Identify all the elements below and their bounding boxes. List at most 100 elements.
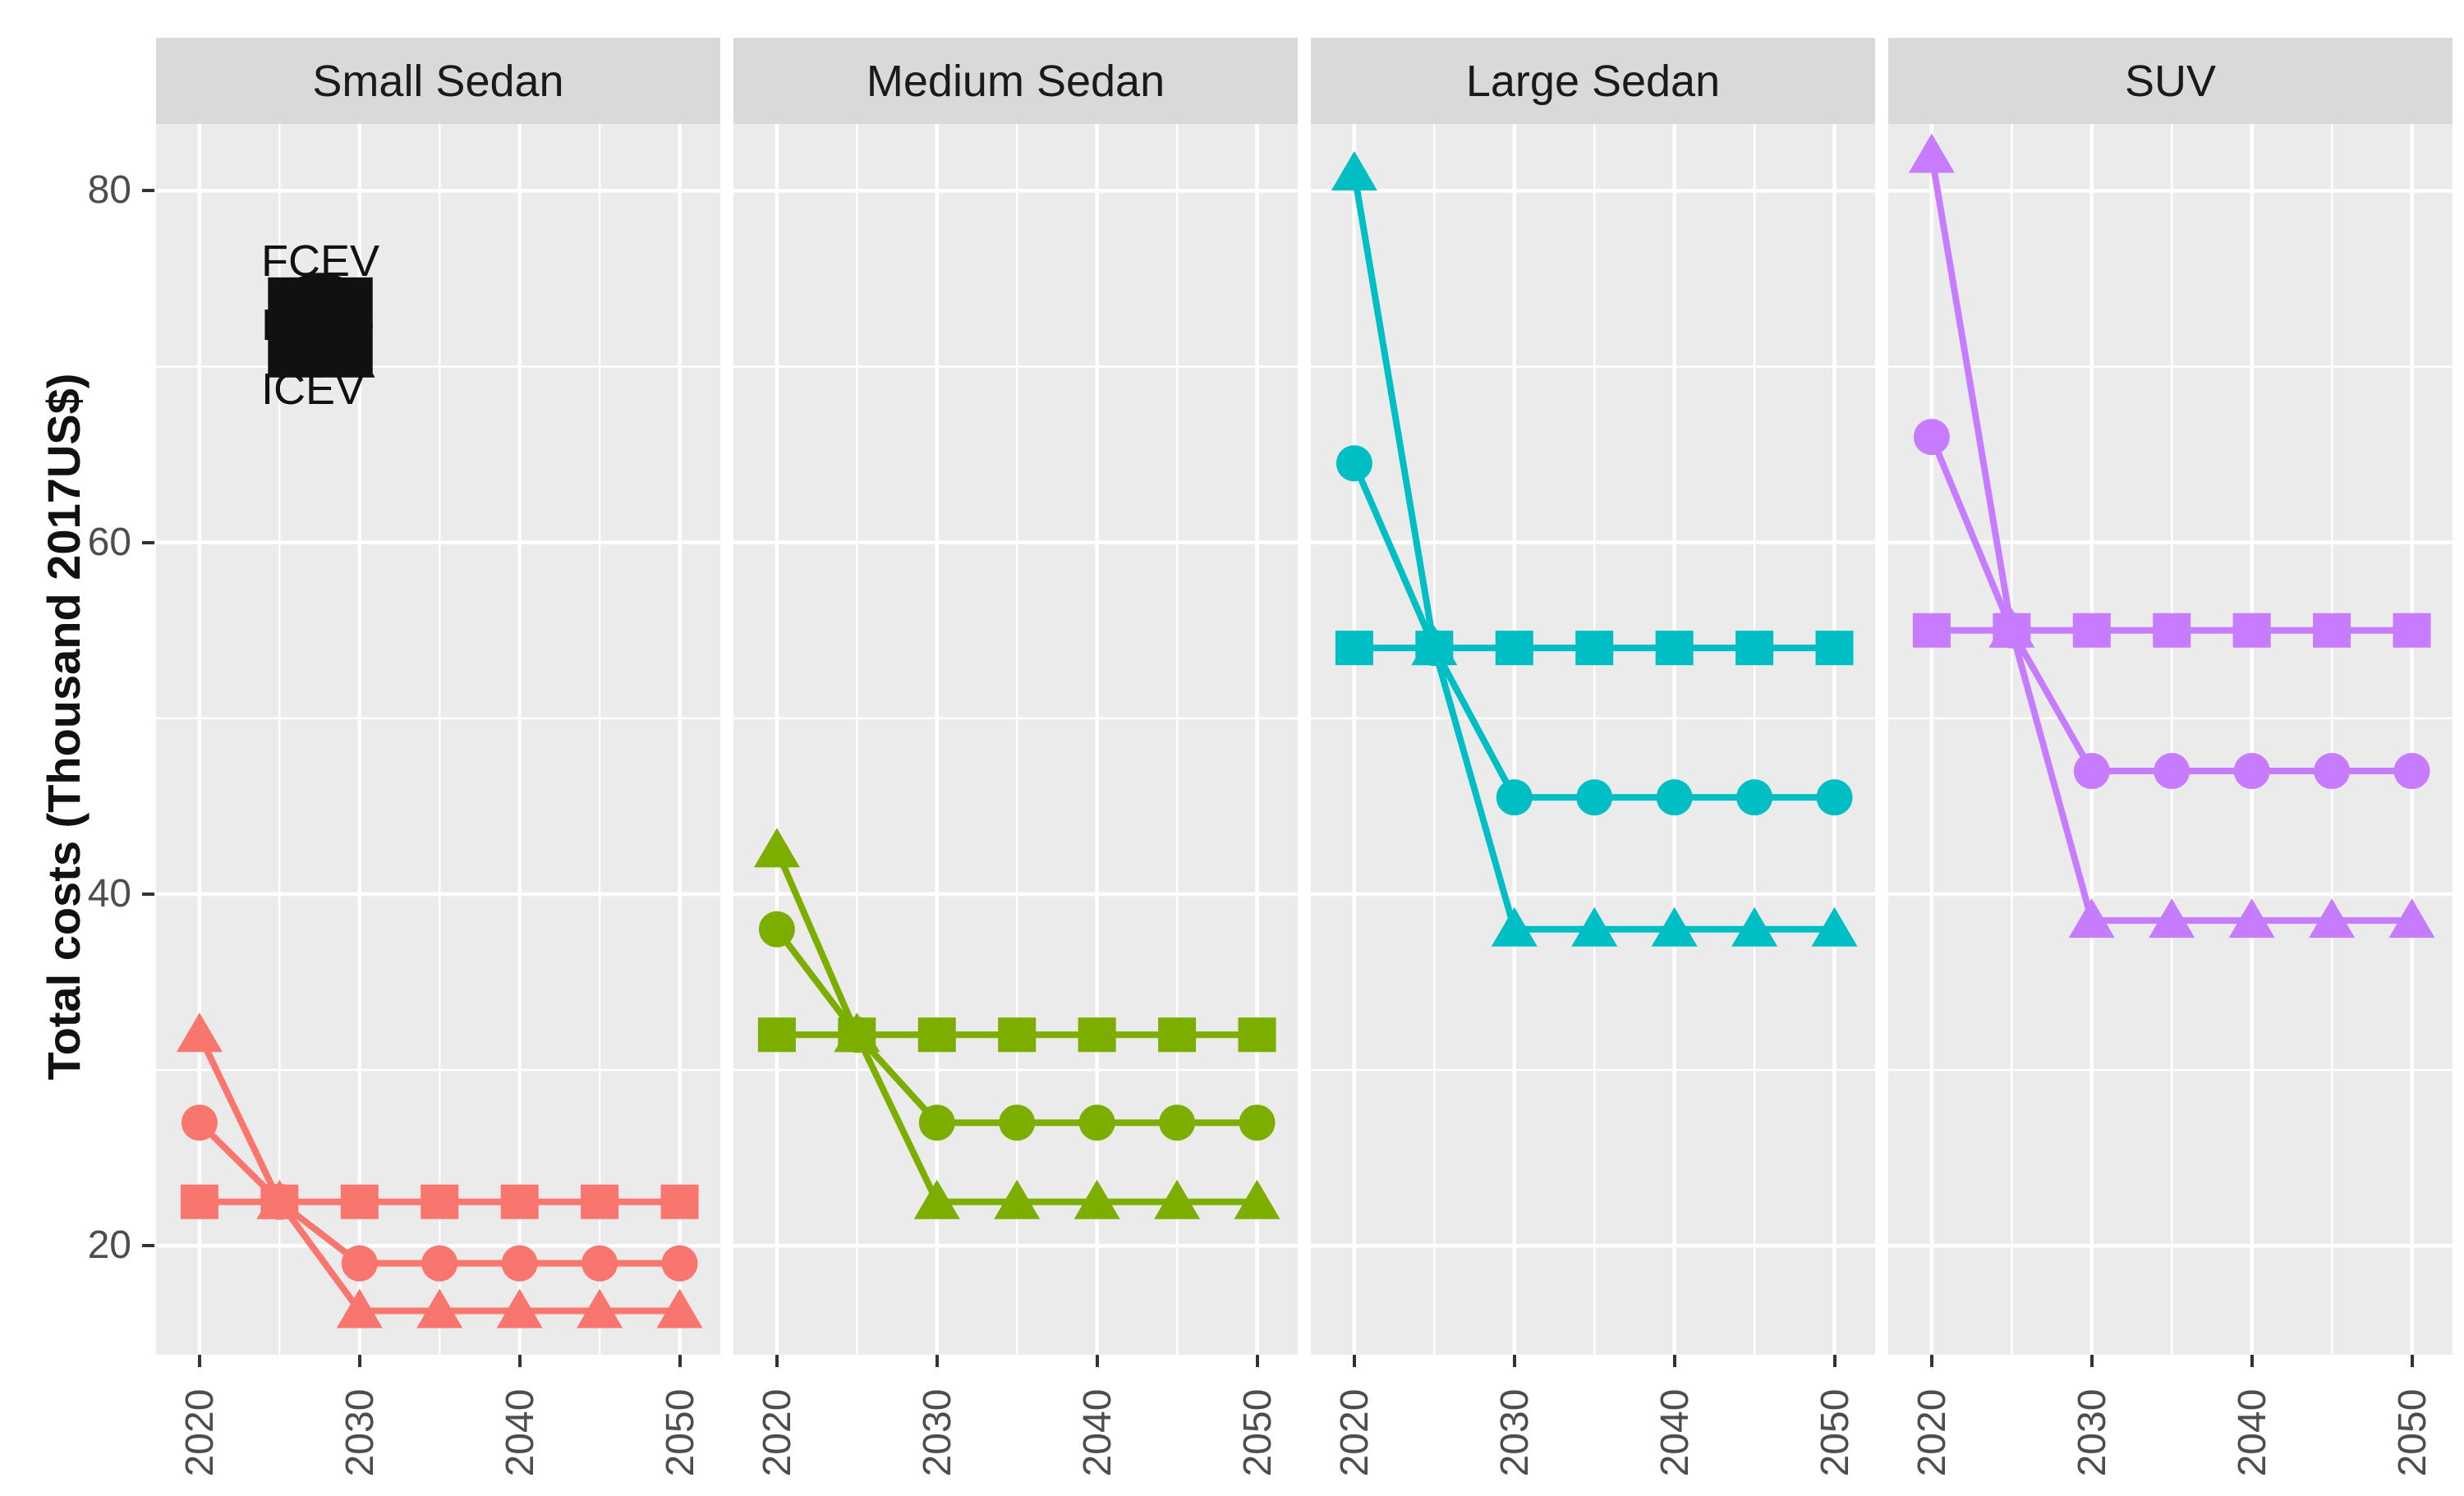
x-tick-label: 2030	[2070, 1388, 2114, 1477]
plot-area-suv	[1888, 124, 2453, 1355]
marker-square	[1735, 631, 1774, 666]
x-tick-label: 2050	[2390, 1388, 2434, 1477]
y-tick-label: 60	[87, 520, 131, 564]
plot-svg	[1888, 124, 2453, 1355]
marker-triangle	[1154, 1179, 1201, 1219]
marker-circle	[181, 1104, 218, 1141]
x-tick-label: 2030	[338, 1388, 382, 1477]
x-axis-large-sedan: 2020 2030 2040 2050	[1311, 1355, 1875, 1496]
plot-svg	[733, 124, 1298, 1355]
marker-circle	[2073, 753, 2110, 790]
marker-triangle	[336, 1288, 383, 1329]
panel-strip: Medium Sedan	[733, 38, 1298, 124]
y-tick-label: 80	[87, 168, 131, 213]
x-tick-mark	[197, 1355, 201, 1367]
marker-square	[500, 1184, 539, 1219]
x-tick-label: 2040	[2230, 1388, 2274, 1477]
x-tick-mark	[2250, 1355, 2254, 1367]
marker-square	[581, 1184, 619, 1219]
marker-square	[917, 1017, 956, 1053]
marker-triangle	[2149, 898, 2195, 938]
x-tick-mark	[1512, 1355, 1516, 1367]
panel-strip: SUV	[1888, 38, 2453, 124]
legend-item-icev: ICEV	[261, 277, 379, 421]
marker-circle	[501, 1245, 538, 1282]
x-tick-mark	[1832, 1355, 1837, 1367]
marker-square	[1158, 1017, 1197, 1053]
marker-square	[1993, 613, 2031, 648]
marker-circle	[661, 1245, 698, 1282]
marker-circle	[918, 1104, 955, 1141]
y-tick-mark	[142, 892, 154, 896]
marker-square	[1495, 631, 1533, 666]
marker-circle	[1496, 779, 1533, 816]
legend: FCEVBEVICEV	[261, 229, 379, 421]
marker-square	[421, 1184, 459, 1219]
marker-triangle	[1234, 1179, 1280, 1219]
x-tick-mark	[678, 1355, 682, 1367]
x-axis-small-sedan: 2020 2030 2040 2050	[156, 1355, 720, 1496]
marker-circle	[2393, 753, 2430, 790]
marker-square	[1238, 1017, 1276, 1053]
marker-circle	[1078, 1104, 1115, 1141]
marker-triangle	[176, 1012, 223, 1053]
marker-triangle	[2228, 898, 2275, 938]
x-tick-label: 2020	[177, 1388, 222, 1477]
plot-area-medium-sedan	[733, 124, 1298, 1355]
marker-triangle	[2388, 898, 2435, 938]
x-tick-mark	[1929, 1355, 1933, 1367]
marker-circle	[1159, 1104, 1196, 1141]
marker-circle	[421, 1245, 458, 1282]
marker-triangle	[1073, 1179, 1120, 1219]
marker-square	[757, 1017, 796, 1053]
x-tick-label: 2040	[1653, 1388, 1697, 1477]
marker-square	[1655, 631, 1694, 666]
plot-svg	[156, 124, 720, 1355]
marker-circle	[1913, 419, 1950, 456]
x-axis-medium-sedan: 2020 2030 2040 2050	[733, 1355, 1298, 1496]
marker-square	[1815, 631, 1854, 666]
marker-triangle	[994, 1179, 1041, 1219]
marker-square	[1078, 1017, 1116, 1053]
plot-area-large-sedan	[1311, 124, 1875, 1355]
marker-square	[2393, 613, 2431, 648]
marker-triangle	[656, 1288, 703, 1329]
x-tick-mark	[935, 1355, 939, 1367]
plot-svg	[1311, 124, 1875, 1355]
marker-triangle	[1491, 906, 1538, 947]
marker-square	[2153, 613, 2191, 648]
marker-triangle	[2068, 898, 2115, 938]
y-tick-label: 20	[87, 1223, 131, 1268]
x-tick-label: 2020	[1910, 1388, 1954, 1477]
marker-square	[1575, 631, 1614, 666]
marker-square	[2232, 613, 2271, 648]
panel-strip: Large Sedan	[1311, 38, 1875, 124]
marker-square	[998, 1017, 1037, 1053]
marker-square	[1335, 631, 1373, 666]
marker-circle	[999, 1104, 1036, 1141]
x-tick-label: 2030	[1492, 1388, 1537, 1477]
marker-circle	[1656, 779, 1693, 816]
marker-square	[838, 1017, 876, 1053]
marker-square	[340, 1184, 379, 1219]
marker-triangle	[1571, 906, 1618, 947]
y-tick-mark	[142, 189, 154, 193]
marker-triangle	[1331, 150, 1377, 190]
x-tick-mark	[775, 1355, 779, 1367]
marker-circle	[1335, 445, 1372, 482]
panel-large-sedan: Large Sedan 2020 2030 2040 2050	[1311, 38, 1875, 1496]
x-axis-suv: 2020 2030 2040 2050	[1888, 1355, 2453, 1496]
marker-triangle	[1731, 906, 1778, 947]
y-axis: 20 40 60 80	[0, 124, 156, 1355]
x-tick-mark	[517, 1355, 522, 1367]
marker-square	[1912, 613, 1951, 648]
x-tick-mark	[2410, 1355, 2414, 1367]
x-tick-mark	[2089, 1355, 2094, 1367]
panels: Small Sedan FCEVBEVICEV 2020 2030 2040 2050 Me…	[156, 38, 2453, 1496]
marker-triangle	[496, 1288, 543, 1329]
square-glyph	[268, 277, 373, 374]
marker-square	[660, 1184, 699, 1219]
marker-triangle	[1908, 133, 1955, 173]
marker-circle	[2154, 753, 2190, 790]
